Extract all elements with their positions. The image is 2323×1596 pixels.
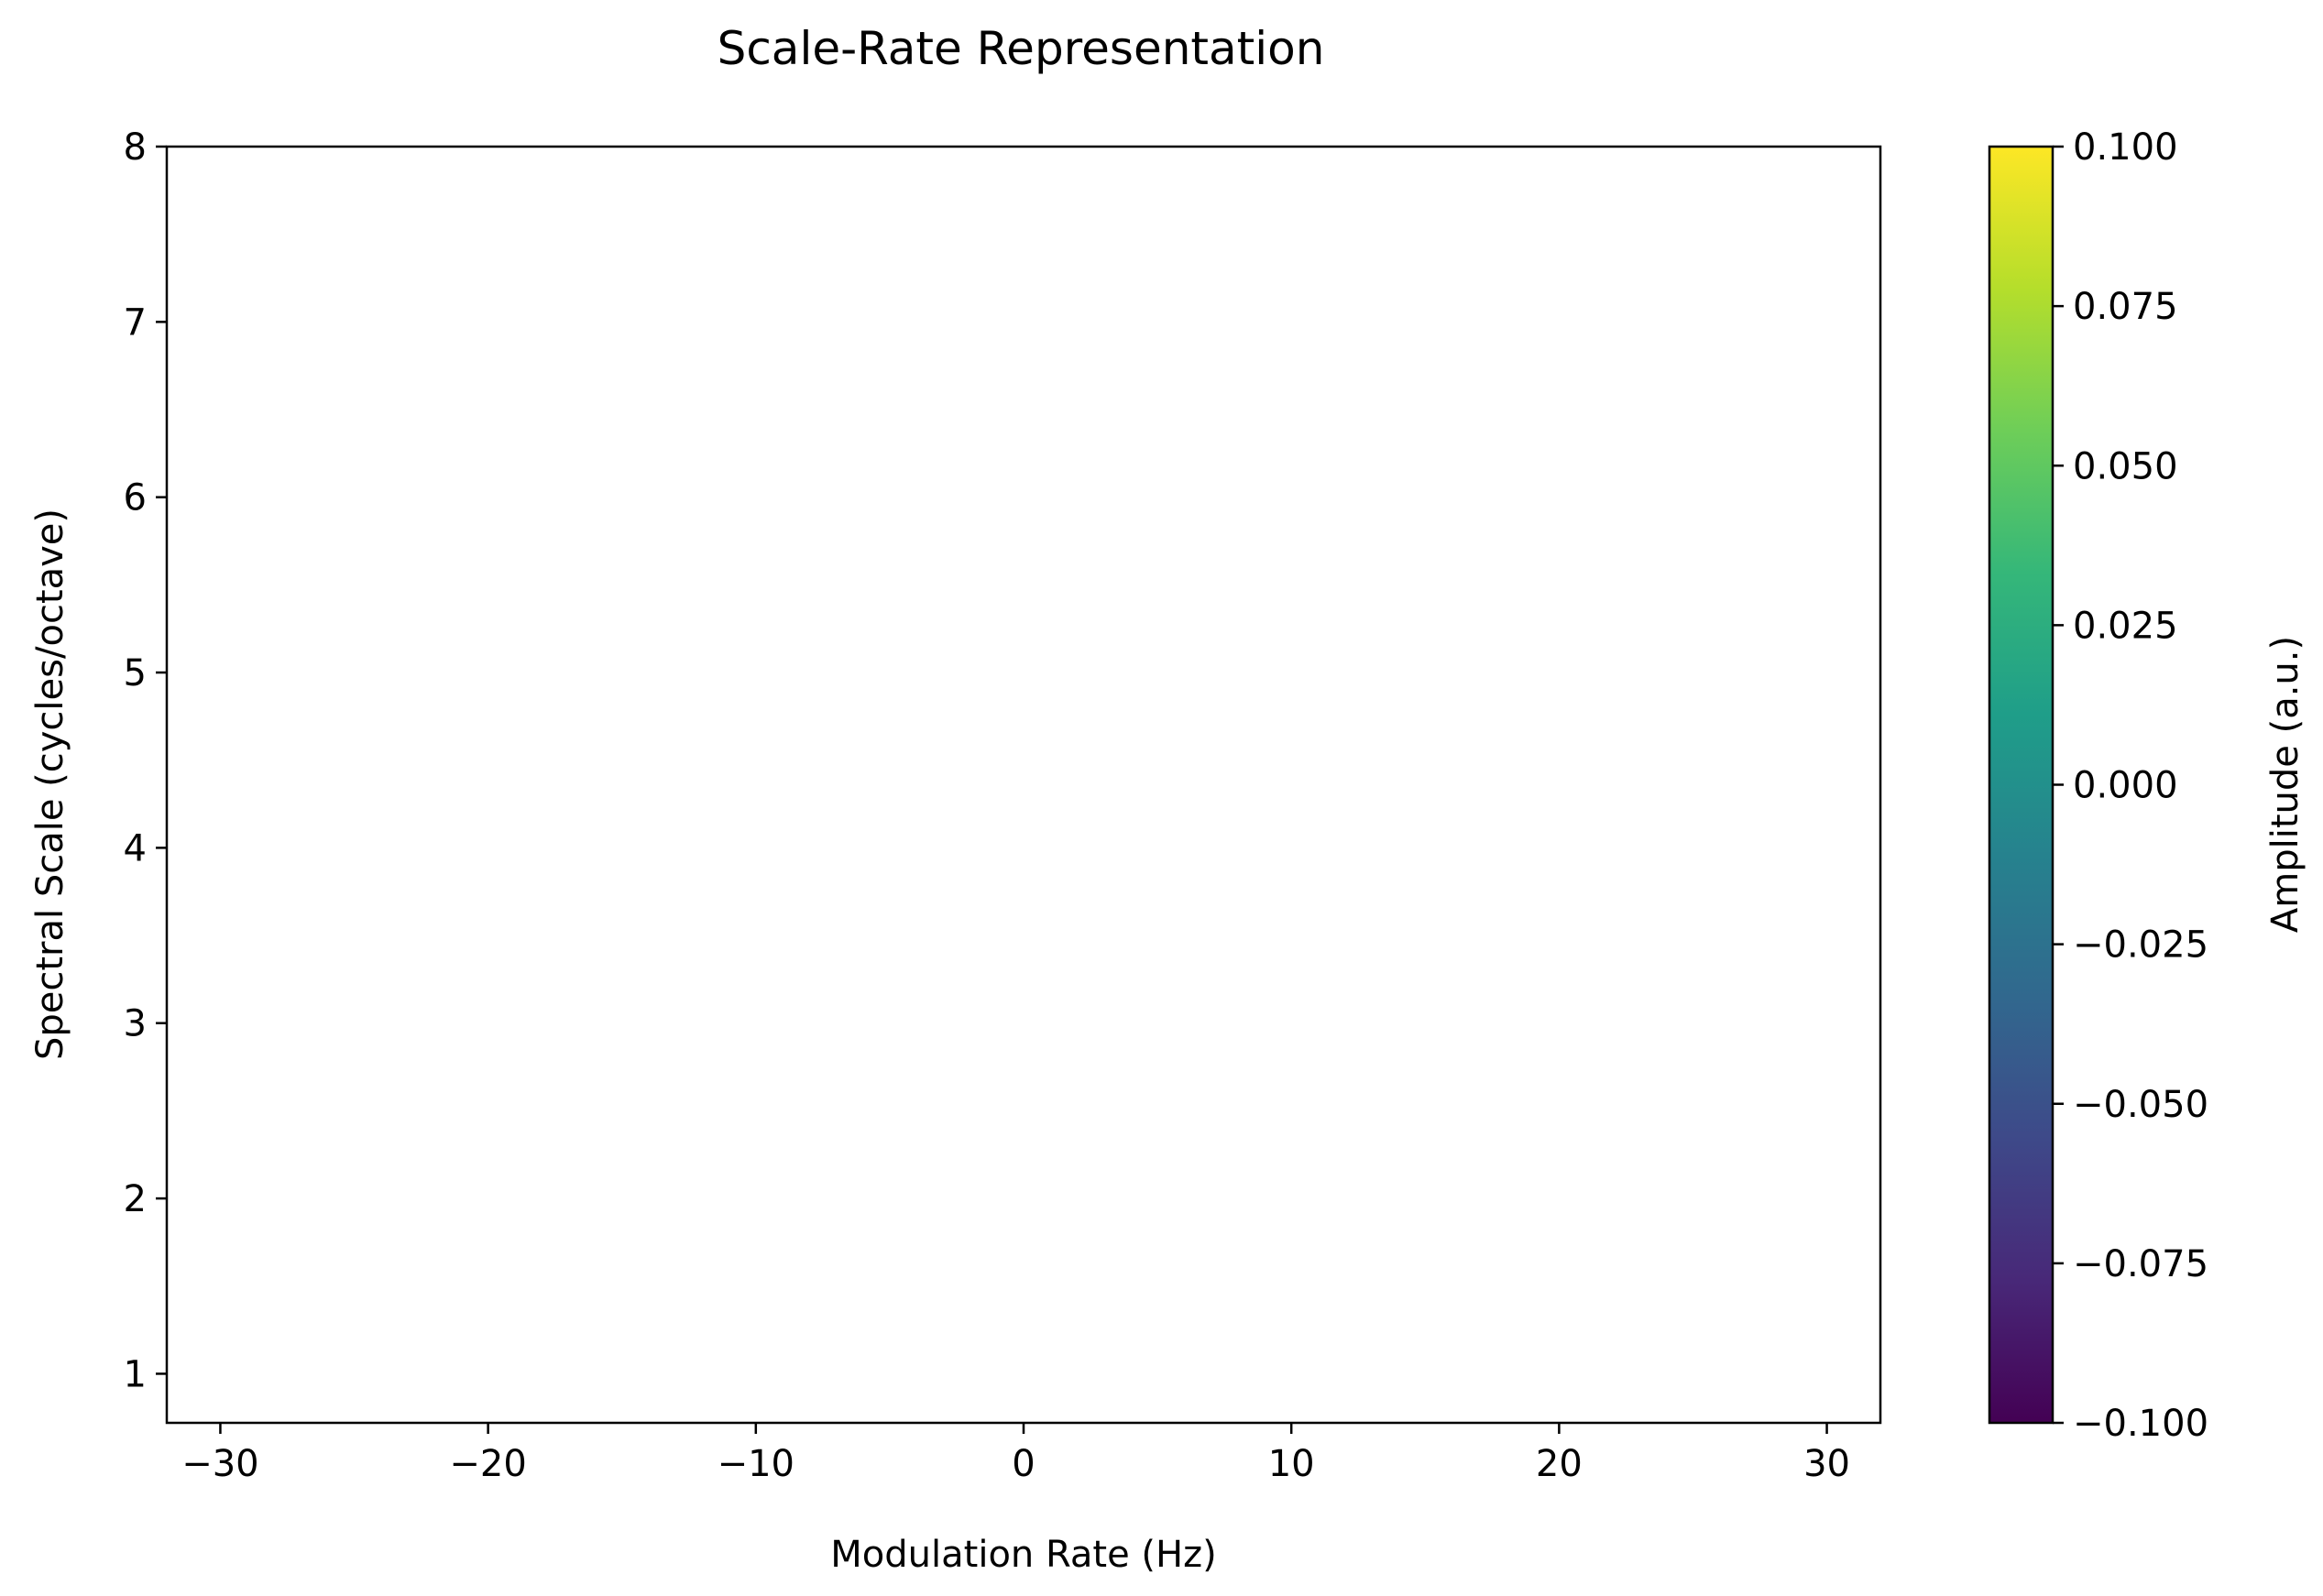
colorbar-tick-label: 0.000: [2073, 765, 2178, 807]
colorbar-tick-label: 0.075: [2073, 286, 2178, 328]
x-tick-label: −10: [718, 1443, 794, 1485]
plot-area: [167, 147, 1880, 1423]
y-tick-label: 6: [124, 477, 147, 519]
x-tick-label: 0: [1012, 1443, 1035, 1485]
y-tick-label: 1: [124, 1353, 147, 1395]
y-tick-label: 3: [124, 1003, 147, 1045]
plot-frame: [165, 145, 1882, 1425]
colorbar-label: Amplitude (a.u.): [2264, 636, 2307, 933]
y-tick-label: 8: [124, 126, 147, 169]
colorbar-tick-label: 0.050: [2073, 445, 2178, 487]
colorbar: [1988, 145, 2055, 1425]
x-tick-label: 20: [1536, 1443, 1583, 1485]
x-tick-label: −20: [449, 1443, 526, 1485]
x-axis-label: Modulation Rate (Hz): [830, 1534, 1216, 1576]
chart-title: Scale-Rate Representation: [718, 22, 1325, 75]
colorbar-tick-label: −0.025: [2073, 924, 2208, 967]
x-tick-label: 30: [1803, 1443, 1850, 1485]
colorbar-tick-label: 0.100: [2073, 126, 2178, 169]
y-axis-ticks: 1 2 3 4 5 6 7 8: [124, 126, 167, 1395]
y-tick-label: 2: [124, 1178, 147, 1220]
colorbar-ticks: −0.100 −0.075 −0.050 −0.025 0.000 0.025 0.050 0…: [2053, 126, 2208, 1445]
y-tick-label: 5: [124, 652, 147, 694]
x-tick-label: −30: [181, 1443, 258, 1485]
y-tick-label: 4: [124, 827, 147, 869]
y-tick-label: 7: [124, 301, 147, 344]
x-tick-label: 10: [1268, 1443, 1315, 1485]
colorbar-tick-label: −0.075: [2073, 1243, 2208, 1285]
colorbar-tick-label: −0.050: [2073, 1084, 2208, 1126]
x-axis-ticks: −30 −20 −10 0 10 20 30: [181, 1423, 1850, 1485]
y-axis-label: Spectral Scale (cycles/octave): [29, 508, 71, 1060]
colorbar-tick-label: 0.025: [2073, 605, 2178, 647]
colorbar-tick-label: −0.100: [2073, 1403, 2208, 1445]
